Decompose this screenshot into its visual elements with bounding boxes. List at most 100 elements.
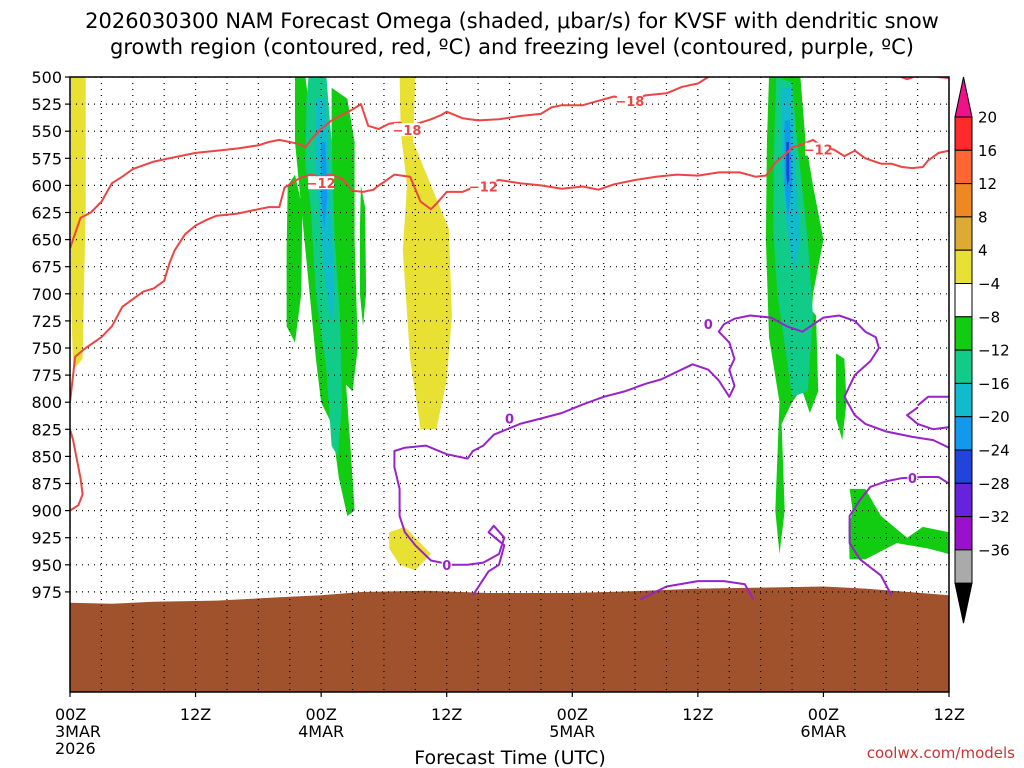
contour-label-bg	[907, 471, 918, 485]
plot-frame	[69, 76, 950, 693]
y-tick-label: 825	[31, 420, 62, 439]
colorbar-label: −36	[978, 541, 1010, 559]
colorbar-bin	[954, 549, 973, 584]
contour-label-bg	[441, 557, 452, 571]
x-tick-label: 00Z	[305, 705, 336, 724]
y-tick-label: 925	[31, 529, 62, 548]
omega-teal-a	[305, 77, 343, 457]
red-contour-upper	[70, 77, 949, 249]
purple-contour-low	[639, 580, 755, 601]
contour-label: 0	[505, 412, 514, 427]
x-tick-label: 12Z	[682, 705, 713, 724]
colorbar-bin	[954, 416, 973, 451]
colorbar-label: −16	[978, 375, 1010, 393]
contour-label: −18	[392, 124, 421, 139]
colorbar-bottom-triangle	[954, 582, 973, 624]
y-tick-label: 975	[31, 583, 62, 602]
y-tick-label: 775	[31, 366, 62, 385]
colorbar-label: −24	[978, 442, 1010, 460]
contour-label: 0	[442, 559, 451, 574]
chart-title-line1: 2026030300 NAM Forecast Omega (shaded, μ…	[85, 9, 939, 33]
purple-contour-tail	[916, 395, 949, 407]
contour-label-bg	[393, 123, 420, 137]
colorbar-label: −20	[978, 408, 1010, 426]
contour-label-bg	[703, 317, 714, 331]
colorbar-label: −12	[978, 342, 1010, 360]
y-tick-label: 550	[31, 122, 62, 141]
plot-area: −18 −18 −12 −12 −12 0 0 0 0	[70, 77, 949, 692]
x-tick-label: 12Z	[934, 705, 965, 724]
contour-label: −12	[804, 144, 833, 159]
x-tick-label: 4MAR	[298, 722, 344, 741]
chart-title-line2: growth region (contoured, red, ºC) and f…	[110, 35, 914, 59]
colorbar-label: 20	[978, 109, 997, 127]
colorbar-label: 4	[978, 242, 988, 260]
colorbar-bin	[954, 316, 973, 351]
omega-green-d	[359, 185, 367, 327]
colorbar-bin	[954, 449, 973, 484]
colorbar-bin	[954, 482, 973, 518]
y-tick-label: 750	[31, 339, 62, 358]
contour-label: −12	[469, 180, 498, 195]
contour-label: −12	[307, 177, 336, 192]
colorbar-bin	[954, 382, 973, 418]
contour-label: 0	[908, 472, 917, 487]
y-tick-label: 625	[31, 204, 62, 223]
colorbar-bin	[954, 249, 973, 284]
colorbar-label: 8	[978, 208, 988, 226]
colorbar-label: −28	[978, 475, 1010, 493]
contour-label-bg	[308, 176, 335, 190]
y-tick-label: 850	[31, 447, 62, 466]
colorbar-label: 12	[978, 175, 997, 193]
colorbar-bin	[954, 183, 973, 218]
y-tick-label: 525	[31, 95, 62, 114]
colorbar-bin	[954, 349, 973, 384]
purple-contour-main	[393, 314, 949, 596]
y-tick-label: 600	[31, 176, 62, 195]
x-tick-label: 12Z	[431, 705, 462, 724]
omega-green-h	[848, 488, 949, 560]
x-axis-label: Forecast Time (UTC)	[414, 747, 605, 768]
colorbar-label: −4	[978, 275, 1000, 293]
colorbar-label: 16	[978, 142, 997, 160]
omega-yellow-low	[389, 526, 431, 571]
y-tick-label: 875	[31, 475, 62, 494]
y-tick-label: 675	[31, 258, 62, 277]
colorbar-bin	[954, 516, 973, 551]
x-tick-label: 2026	[55, 739, 96, 758]
terrain-fill	[70, 586, 949, 692]
x-tick-label: 3MAR	[55, 722, 101, 741]
y-tick-label: 575	[31, 149, 62, 168]
contour-label: 0	[704, 318, 713, 333]
omega-dkblue-b	[786, 142, 790, 186]
y-tick-label: 800	[31, 393, 62, 412]
contour-label-bg	[616, 93, 643, 107]
x-tick-label: 5MAR	[549, 722, 595, 741]
x-tick-label: 00Z	[557, 705, 588, 724]
colorbar-label: −8	[978, 308, 1000, 326]
omega-green-a	[286, 174, 303, 343]
red-contour-bottom	[70, 429, 84, 512]
colorbar-bin	[954, 149, 973, 185]
y-tick-label: 500	[31, 68, 62, 87]
y-tick-label: 650	[31, 231, 62, 250]
x-tick-label: 12Z	[180, 705, 211, 724]
credit-text: coolwx.com/models	[867, 744, 1015, 762]
y-tick-label: 725	[31, 312, 62, 331]
colorbar-bin	[954, 216, 973, 251]
purple-contour-right	[906, 406, 949, 431]
x-tick-label: 6MAR	[800, 722, 846, 741]
y-tick-label: 700	[31, 285, 62, 304]
colorbar-label: −32	[978, 508, 1010, 526]
purple-contour-east	[848, 476, 949, 596]
colorbar-bin	[954, 116, 973, 151]
x-tick-label: 00Z	[55, 705, 86, 724]
contour-label-bg	[470, 179, 497, 193]
contour-label: −18	[615, 95, 644, 110]
colorbar-bin	[954, 283, 973, 318]
y-tick-label: 900	[31, 502, 62, 521]
y-tick-label: 950	[31, 556, 62, 575]
x-tick-label: 00Z	[808, 705, 839, 724]
colorbar-top-triangle	[954, 76, 973, 118]
